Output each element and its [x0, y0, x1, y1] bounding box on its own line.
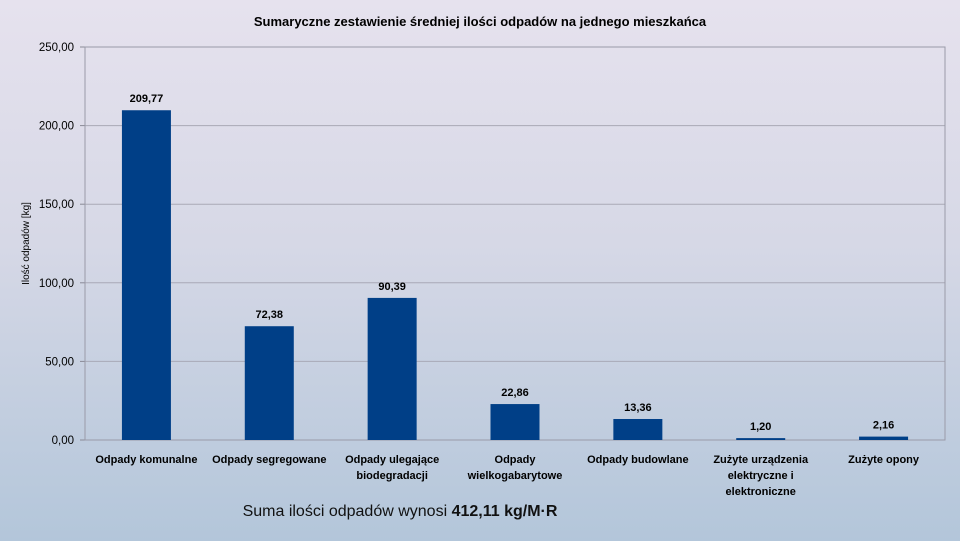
chart-title: Sumaryczne zestawienie średniej ilości o…	[254, 14, 707, 29]
y-axis-ticks: 0,00 50,00 100,00 150,00 200,00 250,00	[39, 42, 74, 447]
y-tick-label: 200,00	[39, 121, 74, 133]
total-summary-prefix: Suma ilości odpadów wynosi	[242, 503, 452, 520]
data-label: 1,20	[750, 421, 771, 433]
data-label: 90,39	[378, 281, 406, 293]
bar	[613, 418, 663, 440]
x-tick-label: Odpady segregowane	[212, 454, 326, 466]
data-label: 72,38	[256, 309, 284, 321]
data-label: 209,77	[130, 93, 164, 105]
x-tick-label: wielkogabarytowe	[467, 470, 563, 482]
x-tick-label: Zużyte opony	[848, 454, 920, 466]
data-label: 13,36	[624, 402, 652, 414]
x-tick-label: Odpady ulegające	[345, 454, 439, 466]
gridlines	[80, 46, 945, 441]
x-tick-label: elektryczne i	[728, 470, 794, 482]
x-tick-label: Odpady komunalne	[95, 454, 197, 466]
bar	[121, 110, 171, 440]
data-label: 2,16	[873, 420, 894, 432]
x-tick-label: elektroniczne	[726, 486, 796, 498]
y-axis-label: Ilość odpadów [kg]	[21, 202, 32, 285]
x-tick-label: biodegradacji	[356, 470, 428, 482]
y-tick-label: 250,00	[39, 42, 74, 54]
x-tick-label: Odpady budowlane	[587, 454, 688, 466]
total-summary: Suma ilości odpadów wynosi 412,11 kg/M·R	[0, 503, 800, 521]
y-tick-label: 0,00	[52, 435, 74, 447]
data-label: 22,86	[501, 387, 529, 399]
y-tick-label: 100,00	[39, 278, 74, 290]
data-labels: 209,77 72,38 90,39 22,86 13,36 1,20 2,16	[130, 93, 895, 433]
x-tick-label: Zużyte urządzenia	[713, 454, 809, 466]
plot-area	[84, 46, 946, 441]
bar	[490, 404, 540, 440]
total-summary-value: 412,11 kg/M·R	[451, 503, 558, 520]
x-axis-ticks: Odpady komunalne Odpady segregowane Odpady…	[95, 454, 920, 498]
x-tick-label: Odpady	[495, 454, 537, 466]
bar	[859, 436, 909, 440]
y-tick-label: 50,00	[45, 356, 74, 368]
bar	[736, 438, 786, 440]
bar	[244, 326, 294, 440]
bar	[367, 297, 417, 440]
bars	[121, 110, 909, 440]
y-tick-label: 150,00	[39, 199, 74, 211]
